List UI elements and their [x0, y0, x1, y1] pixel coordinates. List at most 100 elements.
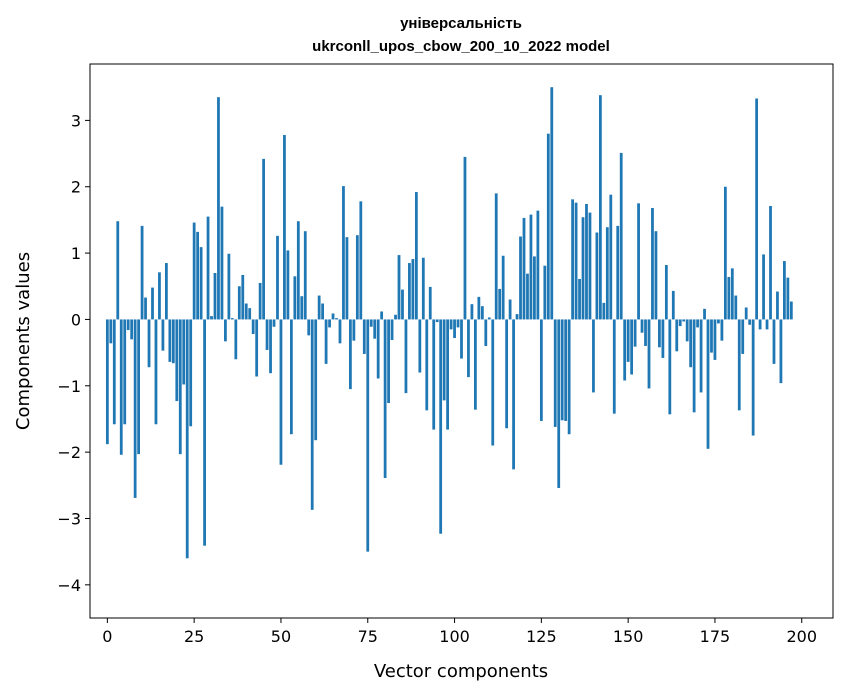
bar-74: [362, 319, 366, 354]
bar-187: [755, 98, 759, 320]
bar-8: [133, 319, 137, 498]
bar-132: [564, 319, 568, 421]
bar-148: [619, 152, 623, 320]
bar-173: [706, 319, 710, 449]
bar-56: [300, 296, 304, 320]
bar-100: [453, 319, 456, 339]
bar-30: [210, 316, 213, 320]
bar-142: [598, 95, 602, 320]
bar-163: [671, 290, 675, 320]
bar-73: [359, 201, 363, 320]
bar-105: [470, 304, 474, 320]
y-axis-ticks: −4 −3 −2 −1 0 1 2 3: [57, 111, 90, 595]
bar-69: [345, 237, 349, 320]
bar-164: [675, 319, 679, 352]
bar-46: [265, 319, 269, 350]
bar-15: [158, 272, 161, 320]
y-tick-label: 3: [71, 111, 81, 130]
chart-title: універсальність: [400, 15, 522, 32]
bar-29: [206, 216, 210, 320]
bar-110: [487, 317, 491, 320]
bar-113: [498, 288, 502, 320]
bar-64: [328, 319, 331, 328]
bar-66: [335, 318, 338, 320]
bar-57: [303, 231, 307, 320]
bar-109: [484, 319, 488, 346]
bar-150: [626, 319, 630, 362]
bar-139: [588, 212, 592, 320]
bar-182: [737, 319, 741, 411]
bar-28: [203, 319, 206, 546]
bar-2: [112, 319, 116, 425]
bar-177: [720, 319, 724, 341]
bar-86: [404, 319, 408, 394]
y-tick-label: 2: [71, 178, 81, 197]
bar-169: [692, 319, 696, 413]
bar-24: [189, 319, 193, 427]
bar-70: [349, 319, 352, 390]
x-tick-label: 100: [439, 627, 470, 646]
bar-160: [661, 319, 665, 358]
bar-197: [789, 301, 793, 320]
x-tick-label: 150: [613, 627, 644, 646]
x-tick-label: 0: [102, 627, 112, 646]
bar-33: [220, 206, 224, 320]
bar-58: [307, 319, 311, 336]
x-tick-label: 50: [271, 627, 291, 646]
bar-84: [397, 255, 401, 320]
bar-81: [387, 319, 390, 404]
bar-63: [324, 319, 328, 364]
bar-194: [779, 319, 783, 384]
bar-7: [130, 319, 134, 340]
bar-115: [505, 319, 509, 429]
bar-120: [522, 217, 526, 320]
y-tick-label: −3: [57, 509, 81, 528]
bar-76: [369, 319, 373, 327]
bar-145: [609, 194, 613, 320]
bar-22: [182, 319, 186, 385]
bar-121: [526, 273, 529, 320]
bar-129: [553, 319, 557, 427]
bar-170: [696, 319, 699, 328]
bar-65: [331, 313, 335, 320]
bar-138: [585, 203, 588, 320]
bar-186: [751, 319, 755, 436]
bar-78: [376, 319, 380, 379]
bar-153: [637, 203, 640, 320]
bar-67: [338, 319, 342, 344]
x-tick-label: 175: [700, 627, 731, 646]
bar-171: [699, 319, 703, 393]
bar-158: [654, 231, 658, 320]
bar-151: [630, 319, 634, 375]
bar-80: [383, 319, 387, 479]
bar-53: [289, 319, 293, 435]
bar-4: [119, 319, 123, 455]
bar-128: [550, 87, 554, 320]
bar-144: [605, 227, 609, 320]
x-tick-label: 125: [526, 627, 557, 646]
bar-13: [151, 287, 154, 320]
bar-168: [689, 319, 693, 368]
bar-154: [640, 319, 644, 333]
bar-87: [408, 263, 411, 320]
bar-92: [425, 319, 429, 411]
y-tick-label: 0: [71, 310, 81, 329]
plot-area-frame: [89, 63, 834, 619]
bar-149: [623, 319, 627, 381]
bar-167: [685, 319, 689, 342]
bar-77: [373, 319, 377, 339]
bar-116: [508, 299, 512, 320]
bar-10: [140, 225, 144, 320]
bar-82: [390, 319, 394, 341]
bar-0: [105, 319, 109, 445]
bar-195: [783, 261, 786, 320]
bar-61: [317, 295, 321, 320]
bar-14: [154, 319, 158, 425]
bar-37: [234, 319, 238, 360]
bar-130: [557, 319, 561, 488]
bar-124: [536, 210, 540, 320]
bar-112: [494, 193, 498, 320]
bar-26: [196, 231, 200, 320]
bar-52: [286, 250, 290, 320]
